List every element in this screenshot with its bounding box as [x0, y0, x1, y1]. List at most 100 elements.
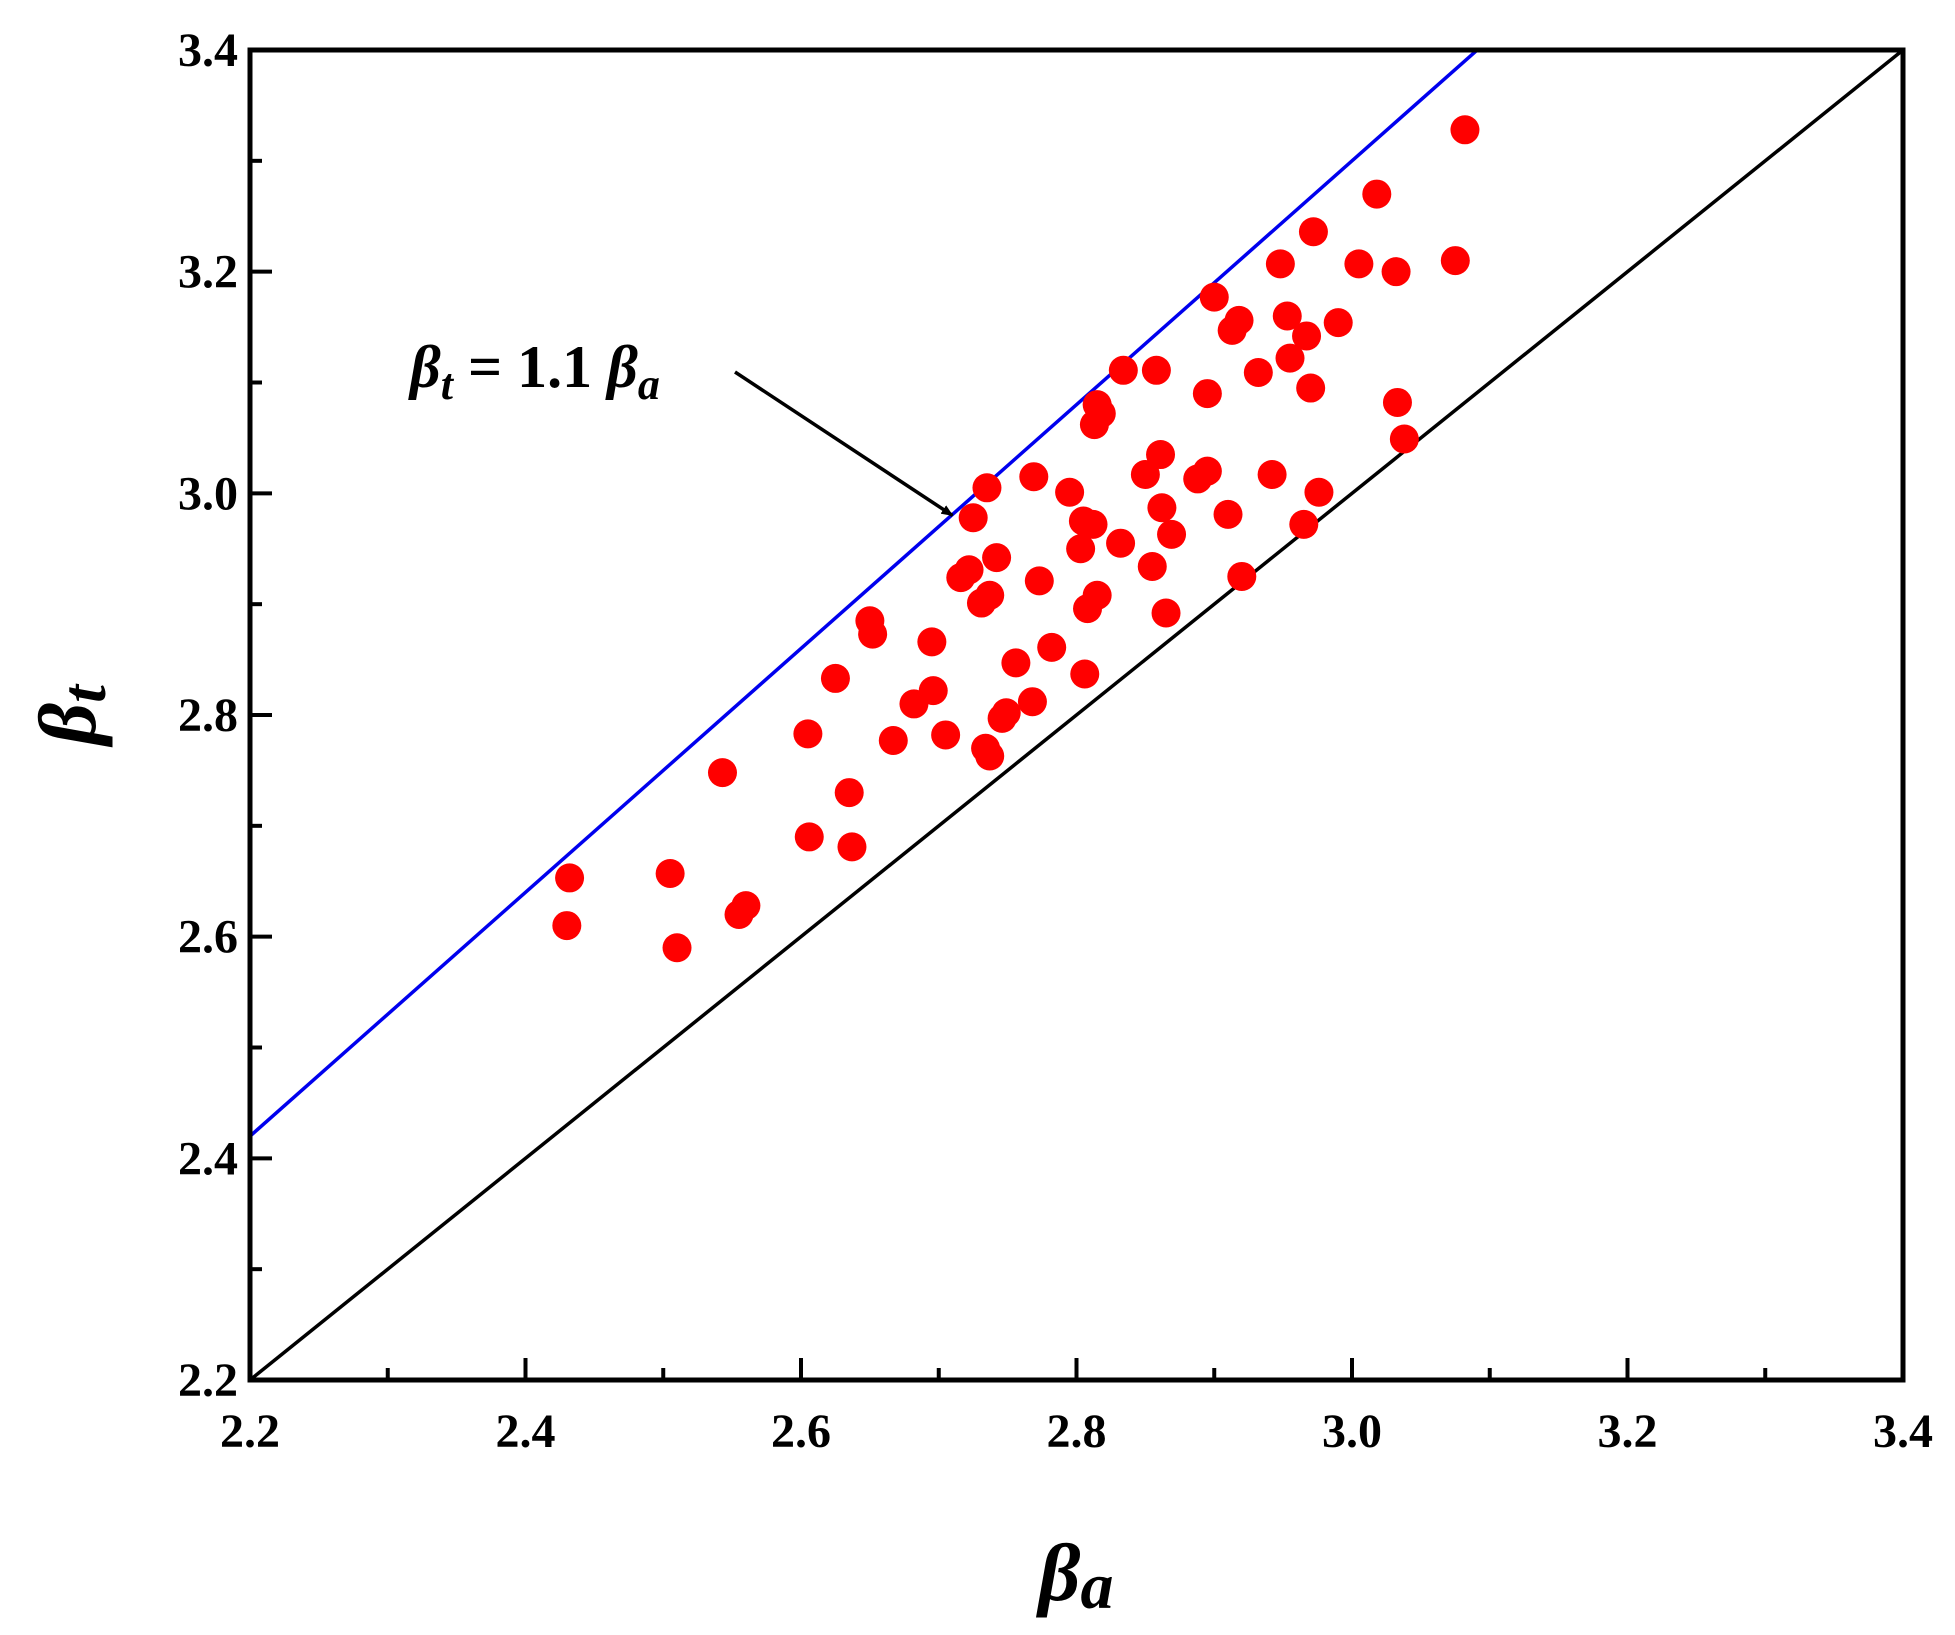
data-point	[1151, 598, 1181, 628]
data-point	[1323, 308, 1353, 338]
x-tick-label: 3.0	[1322, 1405, 1382, 1458]
data-point	[820, 663, 850, 693]
annotation-beta-a: β	[605, 334, 638, 400]
y-axis-title: βt	[22, 683, 119, 748]
y-tick-label: 3.4	[178, 24, 238, 77]
data-point	[1227, 561, 1257, 591]
data-point	[1275, 343, 1305, 373]
data-point	[1362, 179, 1392, 209]
y-tick-label: 2.2	[178, 1354, 238, 1407]
x-tick-label: 2.4	[496, 1405, 556, 1458]
data-point	[1019, 462, 1049, 492]
data-point	[1070, 659, 1100, 689]
data-point	[1304, 477, 1334, 507]
data-point	[991, 698, 1021, 728]
y-tick-labels: 2.2 2.4 2.6 2.8 3.0 3.2 3.4	[178, 24, 238, 1407]
y-axis-title-symbol: β	[22, 703, 113, 748]
x-axis-title-symbol: β	[1035, 1527, 1080, 1618]
data-point	[1024, 566, 1054, 596]
data-point	[1450, 115, 1480, 145]
data-point	[1137, 551, 1167, 581]
data-point	[1147, 493, 1177, 523]
data-point	[794, 822, 824, 852]
data-point	[1141, 355, 1171, 385]
equality-line	[250, 50, 1903, 1380]
data-point	[1381, 257, 1411, 287]
data-point	[655, 858, 685, 888]
data-point	[972, 473, 1002, 503]
data-point	[1082, 580, 1112, 610]
y-tick-label: 3.2	[178, 246, 238, 299]
data-point	[1298, 217, 1328, 247]
data-point	[1037, 632, 1067, 662]
x-axis-title-subscript: a	[1081, 1550, 1114, 1623]
x-tick-label: 3.4	[1873, 1405, 1933, 1458]
data-point	[878, 725, 908, 755]
data-point	[1055, 477, 1085, 507]
data-point	[1389, 424, 1419, 454]
data-point	[858, 619, 888, 649]
y-tick-label: 3.0	[178, 467, 238, 520]
data-point	[707, 758, 737, 788]
data-point	[954, 555, 984, 585]
annotation-label: βt = 1.1 βa	[408, 334, 660, 409]
data-point	[1296, 373, 1326, 403]
x-axis-title: βa	[1035, 1527, 1113, 1623]
data-point	[1157, 519, 1187, 549]
data-point	[1086, 399, 1116, 429]
data-point	[1108, 355, 1138, 385]
data-point	[1213, 499, 1243, 529]
data-point	[1192, 379, 1222, 409]
annotation-sub-t: t	[441, 360, 455, 409]
x-tick-label: 2.8	[1047, 1405, 1107, 1458]
data-point	[793, 719, 823, 749]
data-point	[837, 832, 867, 862]
data-point	[1199, 282, 1229, 312]
annotation-equals: = 1.1	[453, 334, 607, 400]
axis-ticks	[248, 48, 1905, 1382]
x-tick-labels: 2.2 2.4 2.6 2.8 3.0 3.2 3.4	[220, 1405, 1933, 1458]
data-point	[1106, 528, 1136, 558]
data-point	[555, 863, 585, 893]
data-points	[552, 115, 1480, 963]
x-tick-label: 2.6	[771, 1405, 831, 1458]
data-point	[1292, 321, 1322, 351]
data-point	[958, 503, 988, 533]
data-point	[1224, 305, 1254, 335]
data-point	[1017, 687, 1047, 717]
data-point	[1066, 534, 1096, 564]
x-tick-label: 3.2	[1598, 1405, 1658, 1458]
y-axis-title-subscript: t	[48, 683, 119, 703]
data-point	[1272, 301, 1302, 331]
data-point	[662, 933, 692, 963]
data-point	[834, 778, 864, 808]
data-point	[917, 627, 947, 657]
annotation-beta-t: β	[408, 334, 441, 400]
data-point	[1440, 246, 1470, 276]
y-tick-label: 2.4	[178, 1132, 238, 1185]
y-tick-label: 2.6	[178, 911, 238, 964]
data-point	[1146, 440, 1176, 470]
data-point	[1289, 509, 1319, 539]
data-point	[731, 891, 761, 921]
data-point	[1344, 249, 1374, 279]
data-point	[1001, 648, 1031, 678]
annotation-arrow	[734, 370, 954, 517]
x-tick-label: 2.2	[220, 1405, 280, 1458]
data-point	[975, 580, 1005, 610]
upper-bound-line	[250, 50, 1480, 1138]
data-point	[1243, 358, 1273, 388]
y-tick-label: 2.8	[178, 689, 238, 742]
data-point	[1257, 459, 1287, 489]
data-point	[931, 720, 961, 750]
data-point	[1130, 459, 1160, 489]
data-point	[1382, 387, 1412, 417]
data-point	[918, 676, 948, 706]
data-point	[982, 543, 1012, 573]
reference-lines	[250, 50, 1903, 1380]
data-point	[1078, 509, 1108, 539]
annotation-sub-a: a	[638, 360, 660, 409]
data-point	[1192, 456, 1222, 486]
data-point	[552, 911, 582, 941]
